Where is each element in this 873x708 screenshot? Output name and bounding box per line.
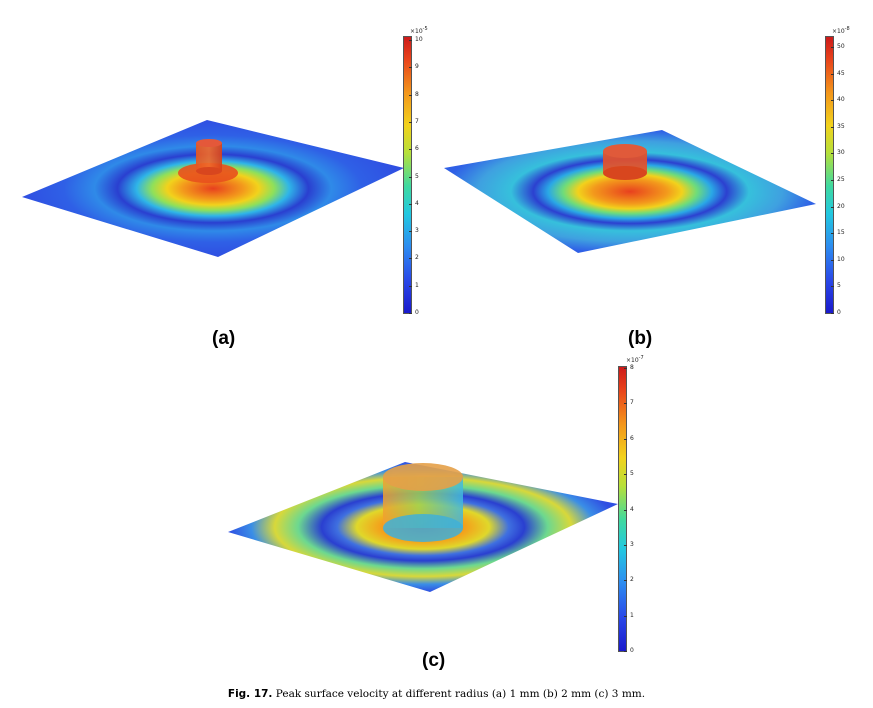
colorbar-tick-label: 0 (630, 647, 634, 654)
colorbar-tickmark (831, 47, 834, 48)
colorbar-tickmark (409, 40, 412, 41)
panel-c-colorbar (618, 366, 627, 652)
colorbar-tickmark (624, 368, 627, 369)
panel-a-cylinder (196, 143, 222, 171)
colorbar-tick-label: 4 (630, 505, 634, 513)
colorbar-tickmark (409, 231, 412, 233)
colorbar-tickmark (409, 121, 412, 123)
panel-a-label: (a) (212, 328, 236, 349)
panel-a-multiplier: ×10-5 (410, 26, 428, 35)
colorbar-tickmark (624, 438, 627, 440)
panel-b-plate (444, 130, 816, 253)
colorbar-tick-label: 5 (415, 172, 419, 180)
colorbar-tick-label: 45 (837, 69, 845, 77)
panel-c-multiplier: ×10-7 (626, 355, 644, 364)
colorbar-tick-label: 50 (837, 43, 845, 50)
colorbar-tick-label: 3 (415, 227, 419, 235)
figure-caption: Fig. 17. Peak surface velocity at differ… (0, 688, 873, 700)
colorbar-tick-label: 9 (415, 63, 419, 71)
colorbar-tick-label: 7 (415, 117, 419, 125)
panel-b-colorbar (825, 36, 834, 314)
colorbar-tick-label: 10 (415, 36, 423, 43)
colorbar-tick-label: 8 (630, 364, 634, 371)
colorbar-tickmark (409, 258, 412, 260)
caption-label: Fig. 17. (227, 688, 273, 700)
colorbar-tick-label: 0 (415, 309, 419, 316)
colorbar-tickmark (831, 153, 834, 155)
colorbar-tickmark (624, 615, 627, 617)
panel-c-label: (c) (422, 650, 446, 671)
colorbar-tickmark (624, 474, 627, 476)
colorbar-tickmark (831, 180, 834, 181)
panel-a-plate (22, 120, 404, 257)
colorbar-tickmark (831, 233, 834, 235)
colorbar-tick-label: 5 (837, 282, 841, 290)
colorbar-tick-label: 2 (415, 254, 419, 262)
colorbar-tickmark (409, 203, 412, 205)
colorbar-tickmark (409, 313, 412, 314)
colorbar-tick-label: 5 (630, 470, 634, 478)
colorbar-tick-label: 20 (837, 202, 845, 210)
colorbar-tickmark (409, 285, 412, 287)
colorbar-tickmark (409, 149, 412, 151)
caption-text: Peak surface velocity at different radiu… (275, 688, 646, 700)
panel-b-multiplier: ×10-8 (832, 26, 850, 35)
colorbar-tickmark (624, 651, 627, 652)
colorbar-tick-label: 8 (415, 90, 419, 98)
colorbar-tickmark (831, 206, 834, 208)
colorbar-tick-label: 10 (837, 255, 845, 263)
colorbar-tick-label: 15 (837, 229, 845, 237)
colorbar-tickmark (831, 313, 834, 314)
panel-b-label: (b) (628, 328, 653, 349)
colorbar-tick-label: 30 (837, 149, 845, 157)
colorbar-tick-label: 6 (630, 434, 634, 442)
colorbar-tick-label: 0 (837, 309, 841, 316)
panel-a-plot (22, 120, 404, 257)
colorbar-tickmark (831, 126, 834, 128)
colorbar-tickmark (831, 73, 834, 75)
colorbar-tickmark (831, 259, 834, 261)
colorbar-tick-label: 3 (630, 540, 634, 548)
colorbar-tickmark (409, 176, 412, 178)
colorbar-tick-label: 25 (837, 176, 845, 183)
colorbar-tickmark (624, 509, 627, 511)
colorbar-tickmark (409, 94, 412, 96)
panel-c-plot (228, 462, 618, 592)
panel-a-colorbar (403, 36, 412, 314)
colorbar-tick-label: 2 (630, 576, 634, 584)
colorbar-tickmark (831, 100, 834, 102)
colorbar-tick-label: 35 (837, 122, 845, 130)
panel-b-plot (444, 130, 816, 253)
colorbar-tickmark (624, 544, 627, 546)
colorbar-tickmark (624, 403, 627, 405)
colorbar-tickmark (831, 286, 834, 288)
colorbar-tick-label: 7 (630, 399, 634, 407)
colorbar-tickmark (624, 580, 627, 582)
colorbar-tick-label: 1 (630, 611, 634, 619)
colorbar-tick-label: 1 (415, 281, 419, 289)
colorbar-tick-label: 40 (837, 96, 845, 104)
colorbar-tickmark (409, 67, 412, 69)
colorbar-tick-label: 6 (415, 145, 419, 153)
colorbar-tick-label: 4 (415, 199, 419, 207)
